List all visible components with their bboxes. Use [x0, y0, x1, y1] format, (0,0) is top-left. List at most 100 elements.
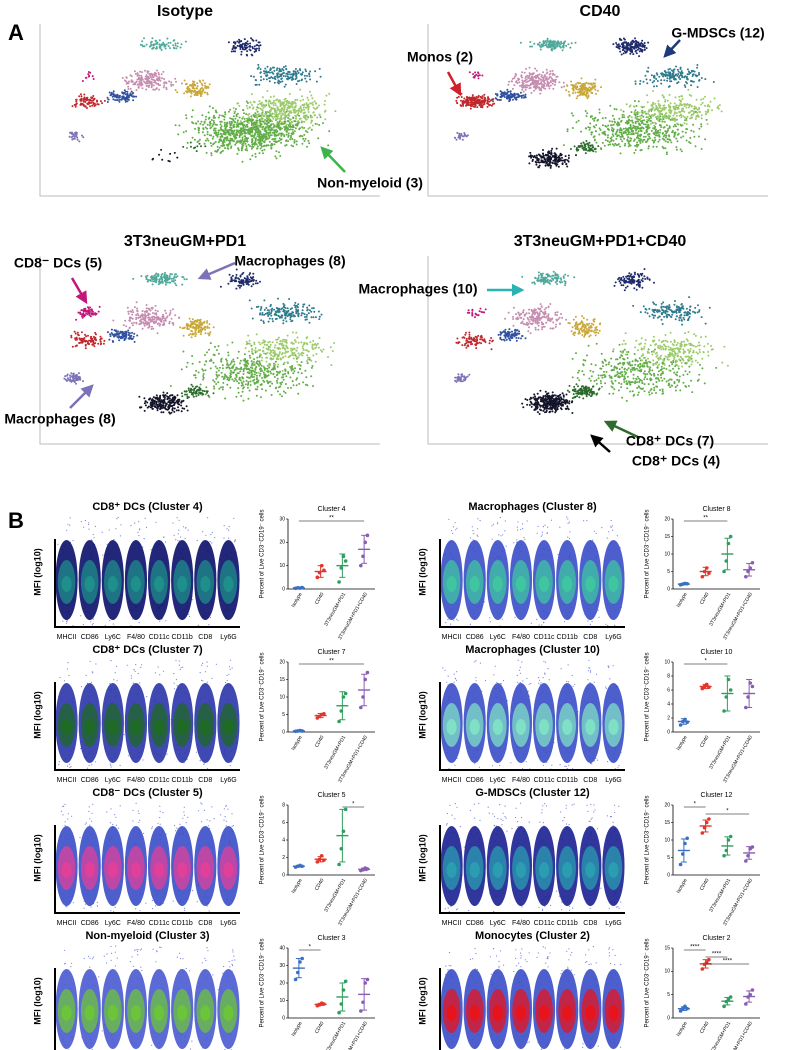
cell-dot [255, 50, 258, 52]
cell-dot [269, 305, 272, 308]
cell-dot [503, 96, 506, 98]
cell-dot [630, 128, 633, 131]
cell-dot [306, 313, 308, 316]
cell-dot [698, 106, 701, 109]
cell-dot [180, 43, 183, 46]
cell-dot [619, 45, 622, 48]
cell-dot [130, 79, 133, 82]
cell-dot [292, 357, 295, 360]
cell-dot [680, 136, 683, 139]
cell-dot [260, 319, 263, 322]
cell-dot [662, 147, 665, 150]
cell-dot [647, 116, 650, 119]
cell-dot [242, 399, 245, 402]
cell-dot [594, 78, 597, 81]
cell-dot [237, 102, 240, 105]
cell-dot [563, 85, 566, 88]
cell-dot [263, 375, 266, 378]
cell-dot [285, 133, 288, 136]
cell-dot [252, 122, 255, 125]
cell-dot [254, 349, 257, 352]
cell-dot [601, 131, 604, 134]
cell-dot [642, 115, 645, 118]
cell-dot [216, 367, 219, 370]
cell-dot [260, 79, 262, 82]
cell-dot [215, 373, 218, 376]
cell-dot [78, 140, 81, 143]
cell-dot [250, 117, 253, 120]
cell-dot [611, 127, 614, 129]
cell-dot [511, 80, 513, 83]
cell-dot [300, 341, 303, 344]
cell-dot [656, 116, 659, 118]
cell-dot [218, 129, 221, 132]
cell-dot [637, 130, 640, 133]
cell-dot [204, 139, 207, 142]
cell-dot [665, 153, 668, 156]
cell-dot [553, 79, 556, 82]
cell-dot [252, 379, 255, 382]
cell-dot [255, 39, 258, 42]
cell-dot [653, 76, 656, 79]
cell-dot [619, 50, 622, 53]
cell-dot [315, 80, 318, 83]
cell-dot [220, 139, 223, 142]
cell-dot [544, 164, 547, 167]
cell-dot [232, 365, 235, 368]
cell-dot [620, 119, 623, 122]
cell-dot [563, 41, 565, 44]
cell-dot [663, 126, 666, 129]
cell-dot [698, 72, 700, 74]
cell-dot [230, 145, 233, 148]
cell-dot [148, 84, 151, 87]
cell-dot [311, 116, 314, 119]
cell-dot [555, 147, 558, 150]
cell-dot [306, 96, 309, 99]
cell-dot [248, 299, 251, 302]
cell-dot [282, 75, 285, 77]
cell-dot [198, 89, 201, 92]
cell-dot [197, 371, 200, 374]
cell-dot [509, 92, 512, 95]
cell-dot [690, 105, 693, 107]
cell-dot [648, 135, 651, 138]
cell-dot [242, 368, 245, 371]
cell-dot [310, 128, 313, 131]
cell-dot [680, 100, 683, 103]
cell-dot [312, 316, 315, 319]
cell-dot [674, 118, 677, 121]
cell-dot [251, 38, 254, 41]
cell-dot [242, 373, 245, 375]
cell-dot [79, 103, 82, 106]
cell-dot [551, 147, 554, 150]
cell-dot [295, 77, 298, 79]
cell-dot [118, 98, 121, 101]
cell-dot [247, 143, 250, 146]
cell-dot [236, 357, 239, 359]
cell-dot [655, 145, 658, 148]
cell-dot [232, 107, 235, 109]
cell-dot [247, 397, 250, 400]
cell-dot [313, 343, 316, 346]
cell-dot [228, 110, 230, 113]
cell-dot [692, 70, 695, 72]
cell-dot [686, 82, 688, 85]
cell-dot [272, 104, 275, 107]
cell-dot [246, 123, 249, 126]
cell-dot [280, 383, 283, 386]
cell-dot [519, 84, 521, 87]
cell-dot [567, 90, 570, 93]
cell-dot [197, 120, 200, 123]
cell-dot [227, 354, 230, 357]
cell-dot [299, 127, 301, 130]
cell-dot [289, 138, 292, 141]
cell-dot [674, 96, 677, 99]
cell-dot [581, 145, 584, 148]
cell-dot [589, 126, 592, 129]
cell-dot [250, 147, 253, 150]
cell-dot [266, 356, 269, 359]
cell-dot [542, 155, 545, 158]
cell-dot [257, 135, 260, 138]
cell-dot [273, 113, 276, 116]
cell-dot [654, 121, 657, 124]
